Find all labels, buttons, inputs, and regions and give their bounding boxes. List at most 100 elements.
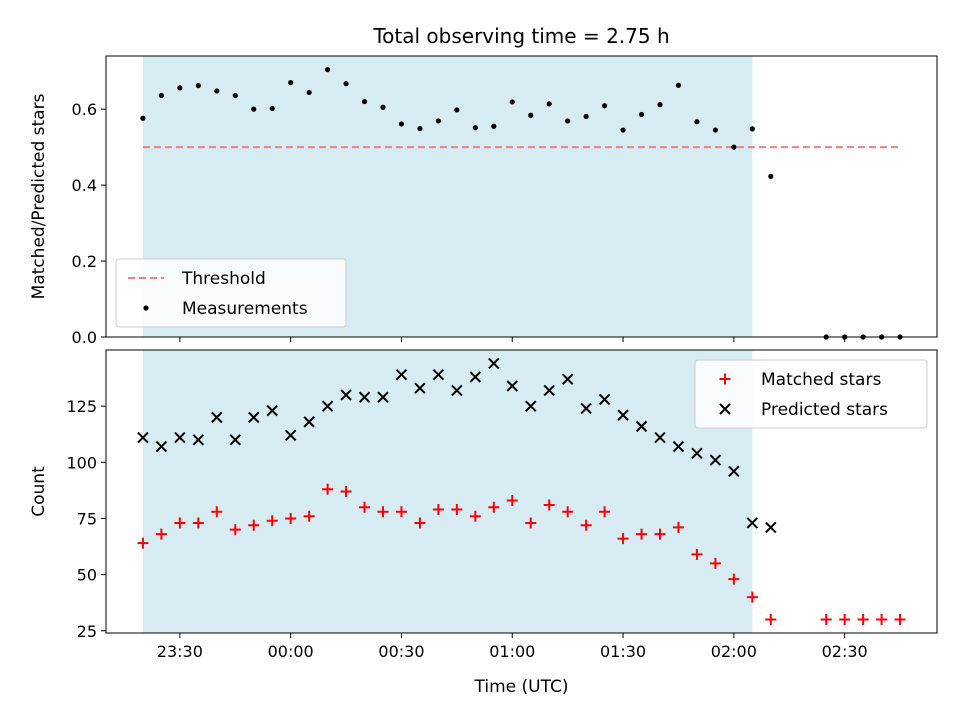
data-point (709, 454, 722, 466)
chart-panels: 0.0 0.2 0.4 0.6 Matched/Predicted stars Total… (29, 24, 938, 697)
data-point (435, 118, 441, 124)
data-point (543, 499, 555, 511)
data-point (469, 510, 481, 522)
data-point (657, 102, 663, 108)
data-point (602, 103, 608, 109)
panel-1: 0.0 0.2 0.4 0.6 Matched/Predicted stars Total… (29, 24, 938, 347)
data-point (765, 614, 777, 626)
data-point (288, 79, 294, 86)
data-point (768, 173, 774, 179)
data-point (380, 104, 386, 110)
data-point (565, 118, 571, 124)
data-point (876, 614, 888, 626)
series-matched-stars (137, 483, 906, 626)
data-point (580, 402, 592, 415)
legend-handle (143, 305, 149, 311)
data-point (857, 614, 869, 626)
data-point (248, 411, 260, 424)
x-tick-label: 02:30 (822, 642, 868, 661)
data-point (377, 506, 389, 518)
data-point (728, 465, 740, 477)
data-point (654, 528, 666, 540)
data-point (675, 82, 682, 88)
legend-handle (719, 403, 731, 415)
data-point (488, 501, 500, 513)
data-point (343, 81, 349, 87)
data-point (192, 434, 205, 446)
data-point (395, 368, 408, 381)
data-point (266, 404, 278, 417)
data-point (620, 127, 626, 133)
data-point (672, 440, 685, 453)
data-point (306, 89, 312, 96)
data-point (488, 357, 500, 370)
legend: Matched stars Predicted stars (694, 359, 928, 429)
data-point (137, 537, 149, 549)
data-point (546, 101, 552, 107)
data-point (195, 83, 201, 89)
y-tick-label: 25 (77, 622, 97, 641)
x-tick-label: 01:30 (600, 642, 646, 661)
data-point (528, 112, 534, 118)
data-point (765, 521, 777, 534)
data-point (137, 431, 149, 444)
data-point (635, 420, 648, 433)
data-point (525, 400, 537, 412)
data-point (636, 528, 648, 540)
data-point (229, 524, 241, 536)
data-point (229, 434, 241, 446)
data-point (432, 368, 445, 381)
y-tick-label: 75 (77, 509, 97, 528)
data-point (712, 127, 719, 133)
data-point (561, 373, 574, 385)
data-point (192, 517, 204, 529)
data-point (491, 123, 497, 129)
data-point (177, 85, 183, 91)
data-point (214, 88, 220, 94)
series-predicted-stars (137, 357, 777, 534)
y-tick-label: 0.2 (72, 252, 97, 271)
data-point (174, 431, 186, 444)
x-tick-label: 23:30 (157, 642, 203, 661)
data-point (432, 503, 444, 515)
x-axis-label: Time (UTC) (474, 677, 569, 697)
data-point (284, 429, 297, 442)
legend-box (115, 258, 347, 328)
data-point (672, 521, 684, 533)
data-point (691, 548, 703, 560)
y-tick-label: 125 (66, 397, 97, 416)
data-point (232, 92, 238, 99)
data-point (414, 517, 426, 529)
y-tick-label: 0.6 (72, 100, 97, 119)
data-point (583, 113, 589, 119)
x-tick-label: 02:00 (711, 642, 757, 661)
data-point (451, 384, 463, 397)
data-point (359, 501, 371, 513)
chart-title: Total observing time = 2.75 h (372, 24, 669, 48)
y-axis-label: Count (29, 466, 49, 517)
data-point (358, 391, 371, 403)
data-point (266, 515, 278, 527)
data-point (155, 528, 167, 540)
data-point (654, 431, 666, 444)
data-point (140, 115, 146, 121)
data-point (248, 519, 260, 531)
data-point (694, 119, 700, 125)
data-point (599, 506, 611, 518)
x-tick-label: 01:00 (489, 642, 535, 661)
data-point (303, 510, 315, 522)
data-point (398, 121, 405, 127)
panel-2: 25 50 75 100 125 23:30 00:00 00:30 01:00 01:30 02:… (29, 349, 938, 697)
data-point (417, 125, 423, 132)
legend-label: Threshold (181, 269, 266, 289)
data-point (174, 517, 186, 529)
data-point (451, 503, 463, 515)
y-tick-label: 100 (66, 453, 97, 472)
data-point (709, 557, 721, 569)
data-point (617, 533, 629, 545)
observing-window-span (142, 350, 753, 633)
legend-box (694, 359, 928, 429)
data-point (506, 380, 518, 392)
data-point (749, 126, 755, 132)
